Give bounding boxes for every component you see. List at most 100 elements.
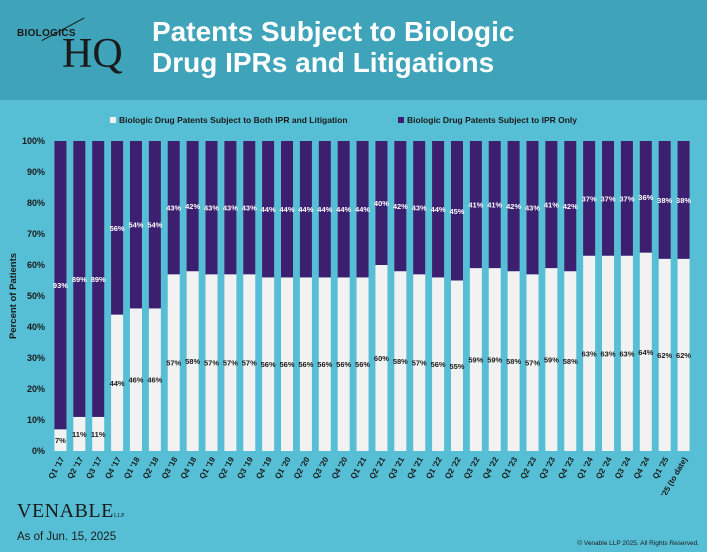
logo-hq-text: HQ <box>62 31 123 77</box>
stacked-bar-chart: Biologic Drug Patents Subject to Both IP… <box>8 115 691 495</box>
data-label-ipr-only: 38% <box>676 196 691 205</box>
bar-ipr-only <box>148 141 161 309</box>
x-tick-label: Q3 '24 <box>613 455 633 480</box>
venable-logo-suffix: LLP <box>113 513 125 519</box>
data-label-ipr-only: 89% <box>91 275 106 284</box>
bar-ipr-only <box>658 141 671 259</box>
page-title-line2: Drug IPRs and Litigations <box>152 47 495 78</box>
y-tick-label: 70% <box>27 229 45 239</box>
x-tick-label: Q1 '24 <box>575 455 595 480</box>
x-tick-label: Q1 '19 <box>198 455 218 480</box>
x-tick-label: Q2 '23 <box>519 455 539 480</box>
data-label-both: 59% <box>544 356 559 365</box>
x-tick-label: Q1 '21 <box>349 455 369 480</box>
y-tick-label: 30% <box>27 353 45 363</box>
data-label-ipr-only: 44% <box>280 205 295 214</box>
data-label-ipr-only: 43% <box>204 204 219 213</box>
x-tick-label: Q1 '20 <box>273 455 293 480</box>
data-label-both: 63% <box>619 349 634 358</box>
bar-both-ipr-litigation <box>54 429 67 451</box>
x-tick-label: Q1 '17 <box>47 455 67 480</box>
data-label-both: 44% <box>110 379 125 388</box>
data-label-ipr-only: 43% <box>223 204 238 213</box>
data-label-both: 57% <box>204 359 219 368</box>
bar-both-ipr-litigation <box>318 277 331 451</box>
x-tick-label: Q3 '21 <box>386 455 406 480</box>
bar-ipr-only <box>299 141 312 278</box>
data-label-both: 58% <box>185 357 200 366</box>
bar-ipr-only <box>526 141 539 275</box>
x-tick-label: Q4 '22 <box>481 455 501 480</box>
data-label-both: 56% <box>336 360 351 369</box>
bar-both-ipr-litigation <box>92 416 105 451</box>
legend-swatch-ipr-only <box>398 117 404 123</box>
bar-ipr-only <box>375 141 388 265</box>
bar-ipr-only <box>224 141 237 275</box>
bar-ipr-only <box>583 141 596 256</box>
data-label-ipr-only: 43% <box>412 204 427 213</box>
bar-both-ipr-litigation <box>224 274 237 451</box>
data-label-ipr-only: 37% <box>619 194 634 203</box>
bar-both-ipr-litigation <box>507 271 520 451</box>
bar-ipr-only <box>205 141 218 275</box>
data-label-both: 63% <box>582 349 597 358</box>
y-tick-label: 90% <box>27 167 45 177</box>
data-label-both: 57% <box>242 359 257 368</box>
bar-both-ipr-litigation <box>639 252 652 451</box>
x-tick-label: Q1 '25 <box>651 455 671 480</box>
data-label-ipr-only: 42% <box>506 202 521 211</box>
x-tick-label: Q2 '21 <box>368 455 388 480</box>
bar-ipr-only <box>356 141 369 278</box>
bar-both-ipr-litigation <box>243 274 256 451</box>
copyright-notice: © Venable LLP 2025. All Rights Reserved. <box>577 540 699 547</box>
data-label-ipr-only: 44% <box>336 205 351 214</box>
data-label-ipr-only: 44% <box>431 205 446 214</box>
bar-ipr-only <box>488 141 501 269</box>
data-label-both: 57% <box>525 359 540 368</box>
bar-ipr-only <box>186 141 199 272</box>
data-label-both: 56% <box>261 360 276 369</box>
data-label-both: 7% <box>55 436 66 445</box>
x-tick-label: Q4 '21 <box>405 455 425 480</box>
bar-both-ipr-litigation <box>281 277 294 451</box>
bar-ipr-only <box>507 141 520 272</box>
x-tick-label: Q2 '17 <box>65 455 85 480</box>
bar-ipr-only <box>167 141 180 275</box>
x-tick-label: Q4 '17 <box>103 455 123 480</box>
data-label-ipr-only: 37% <box>601 194 616 203</box>
bar-both-ipr-litigation <box>469 268 482 451</box>
data-label-ipr-only: 43% <box>525 204 540 213</box>
bar-both-ipr-litigation <box>488 268 501 451</box>
x-tick-label: Q3 '19 <box>235 455 255 480</box>
y-tick-label: 10% <box>27 415 45 425</box>
bar-both-ipr-litigation <box>432 277 445 451</box>
bar-ipr-only <box>639 141 652 253</box>
bar-ipr-only <box>450 141 463 281</box>
data-label-ipr-only: 41% <box>544 201 559 210</box>
bar-both-ipr-litigation <box>677 258 690 451</box>
bar-both-ipr-litigation <box>526 274 539 451</box>
bar-ipr-only <box>111 141 124 315</box>
data-label-ipr-only: 42% <box>185 202 200 211</box>
data-label-ipr-only: 93% <box>53 281 68 290</box>
bar-both-ipr-litigation <box>545 268 558 451</box>
bar-ipr-only <box>564 141 577 272</box>
y-tick-label: 20% <box>27 384 45 394</box>
y-tick-label: 60% <box>27 260 45 270</box>
x-tick-label: Q2 '19 <box>216 455 236 480</box>
legend-swatch-both <box>110 117 116 123</box>
bar-both-ipr-litigation <box>583 255 596 451</box>
bar-both-ipr-litigation <box>413 274 426 451</box>
bar-both-ipr-litigation <box>450 280 463 451</box>
bar-both-ipr-litigation <box>148 308 161 451</box>
data-label-ipr-only: 45% <box>449 207 464 216</box>
as-of-date: As of Jun. 15, 2025 <box>17 531 117 543</box>
x-tick-label: Q3 '18 <box>160 455 180 480</box>
legend-label-both: Biologic Drug Patents Subject to Both IP… <box>119 115 348 125</box>
bar-both-ipr-litigation <box>167 274 180 451</box>
data-label-both: 57% <box>223 359 238 368</box>
bar-ipr-only <box>73 141 86 417</box>
bar-ipr-only <box>469 141 482 269</box>
bar-ipr-only <box>394 141 407 272</box>
